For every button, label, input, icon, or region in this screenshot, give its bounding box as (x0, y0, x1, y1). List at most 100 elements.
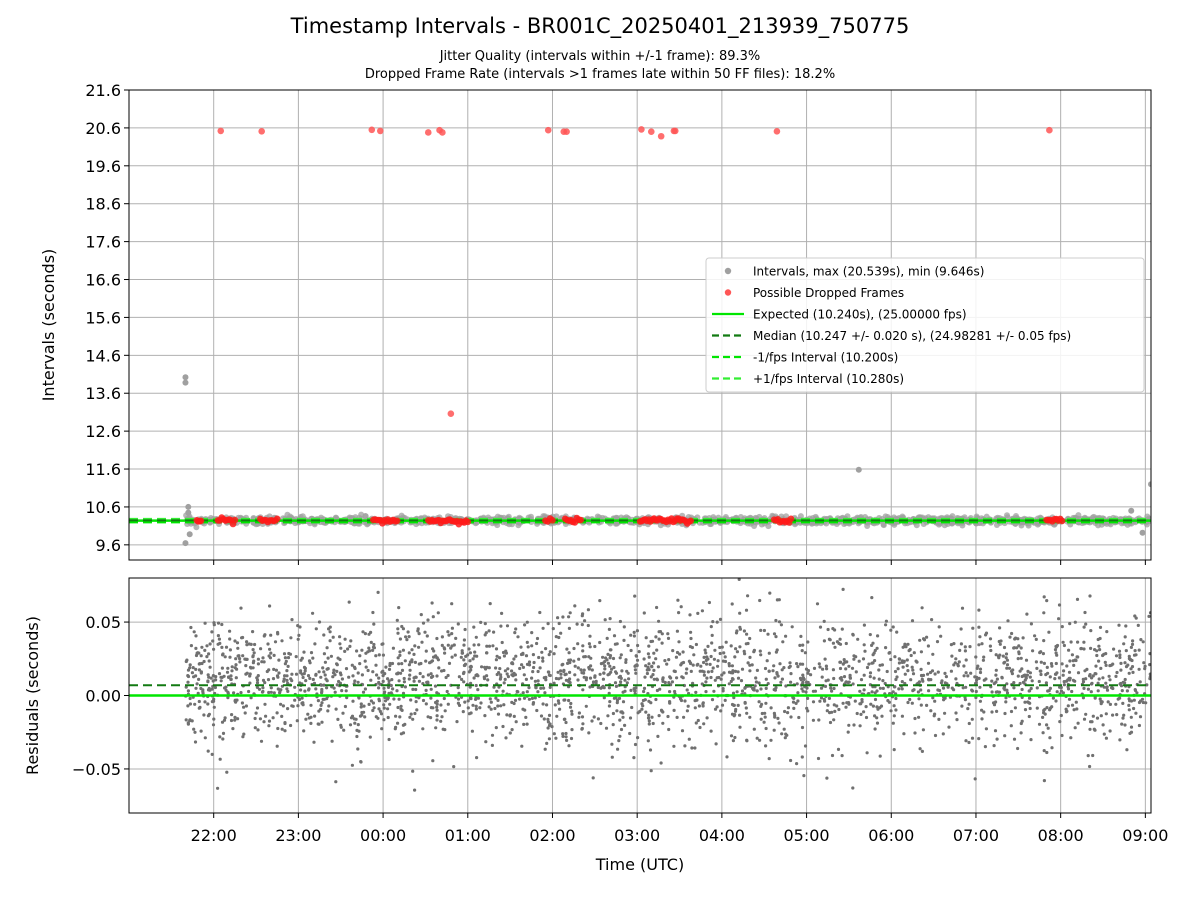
residual-point (334, 780, 338, 784)
residual-point (193, 740, 198, 744)
residual-point (435, 705, 439, 709)
residual-point (900, 714, 905, 718)
residual-point (1129, 715, 1133, 719)
residual-point (1009, 724, 1013, 728)
residual-point (397, 697, 401, 701)
residual-point (283, 721, 287, 725)
residual-point (706, 670, 711, 674)
residual-point (457, 703, 462, 708)
residual-point (752, 648, 757, 653)
residual-point (363, 659, 367, 663)
residual-point (865, 665, 870, 670)
residual-point (978, 685, 982, 689)
residual-point (586, 608, 591, 612)
residual-point (1066, 678, 1070, 682)
residual-point (922, 638, 927, 642)
residual-point (584, 704, 588, 708)
residual-point (226, 696, 230, 700)
residual-point (636, 736, 640, 740)
residual-point (285, 687, 289, 691)
residual-point (290, 679, 294, 683)
residual-point (1058, 720, 1062, 724)
residual-point (300, 696, 304, 700)
residual-point (1132, 706, 1136, 711)
residual-point (825, 776, 829, 780)
residual-point (401, 723, 405, 727)
residual-point (569, 736, 574, 741)
residual-point (1137, 723, 1141, 728)
residual-point (1019, 646, 1023, 650)
residual-point (552, 652, 556, 656)
residual-point (491, 644, 495, 648)
residual-point (356, 671, 360, 675)
residual-point (320, 689, 324, 694)
residual-point (806, 640, 810, 644)
residual-point (301, 675, 305, 680)
residual-point (920, 749, 925, 754)
residual-point (436, 611, 440, 615)
residual-point (763, 711, 767, 715)
residual-point (920, 606, 924, 610)
residual-point (554, 736, 558, 740)
residual-point (553, 703, 557, 707)
residual-point (918, 747, 922, 751)
residual-point (255, 706, 260, 710)
residual-point (569, 701, 573, 706)
residual-point (618, 718, 622, 722)
residual-point (223, 716, 227, 720)
residual-point (469, 681, 473, 686)
residual-point (1066, 704, 1070, 708)
residual-point (249, 642, 253, 647)
residual-point (926, 661, 931, 665)
residual-point (333, 690, 337, 694)
residual-point (588, 676, 593, 680)
residual-point (967, 702, 971, 706)
residual-point (696, 611, 700, 616)
residual-point (845, 701, 849, 705)
residual-point (607, 691, 611, 695)
residual-point (400, 668, 405, 673)
residual-point (261, 686, 265, 690)
residual-point (782, 727, 786, 731)
residual-point (713, 648, 717, 652)
residual-point (738, 725, 742, 729)
residual-point (608, 664, 612, 668)
residual-point (875, 716, 879, 720)
residual-point (818, 625, 823, 629)
residual-point (1104, 663, 1108, 668)
residual-point (502, 703, 506, 707)
residual-point (1042, 611, 1046, 615)
residual-point (689, 630, 693, 634)
residual-point (561, 615, 565, 619)
residual-point (1045, 723, 1049, 727)
residual-point (618, 619, 623, 624)
residual-point (610, 742, 614, 746)
residual-point (666, 636, 671, 641)
residual-point (847, 680, 851, 684)
residual-point (193, 730, 197, 734)
residual-point (523, 708, 527, 712)
residual-point (978, 635, 982, 639)
residual-point (904, 645, 908, 649)
residual-point (977, 676, 981, 681)
residual-point (873, 727, 877, 731)
residual-point (429, 660, 433, 664)
residual-point (409, 698, 413, 702)
residual-point (225, 770, 229, 774)
residual-point (997, 639, 1001, 644)
residual-point (459, 655, 463, 659)
residual-point (786, 706, 791, 710)
residual-point (592, 715, 596, 719)
residual-point (308, 676, 312, 681)
residual-point (1144, 701, 1148, 705)
residual-point (601, 655, 605, 659)
residual-point (1147, 614, 1151, 619)
residual-point (1127, 708, 1131, 712)
residual-point (703, 648, 707, 652)
residual-point (617, 739, 621, 743)
residual-point (1016, 657, 1020, 661)
residual-point (271, 716, 275, 720)
residual-point (556, 670, 560, 674)
residual-point (1108, 729, 1112, 733)
residual-point (462, 638, 466, 642)
